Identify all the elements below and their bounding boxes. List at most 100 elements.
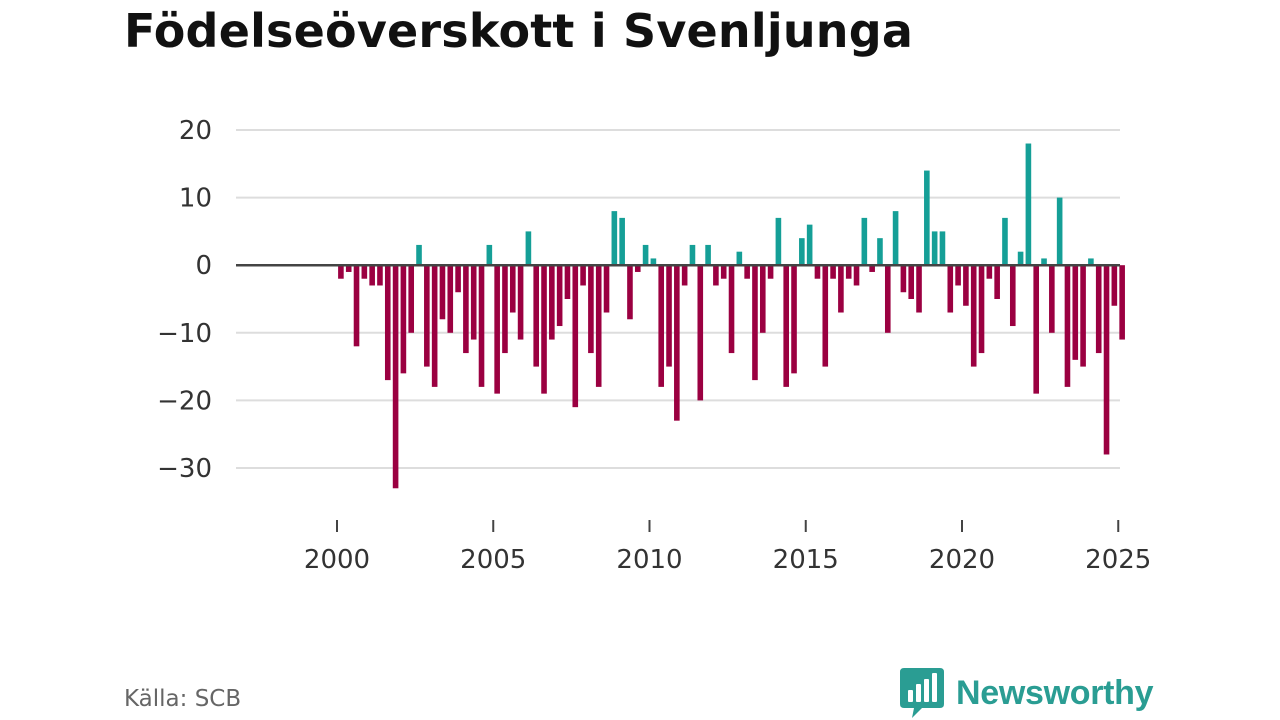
- bar: [1049, 265, 1055, 333]
- bar: [470, 265, 477, 340]
- bar: [595, 265, 602, 387]
- bar: [377, 265, 383, 286]
- bar: [845, 265, 852, 279]
- bar: [564, 265, 571, 299]
- bar: [642, 244, 649, 266]
- bar: [353, 265, 360, 347]
- bar: [1041, 258, 1047, 266]
- bar: [955, 265, 961, 286]
- bars: [338, 143, 1125, 489]
- bar: [830, 265, 836, 279]
- bar: [791, 265, 797, 374]
- bar: [1119, 265, 1125, 340]
- bar: [900, 265, 907, 293]
- bar: [572, 265, 579, 408]
- bar: [1025, 143, 1032, 266]
- bar: [963, 265, 969, 306]
- bar: [978, 265, 985, 354]
- bar: [689, 244, 696, 266]
- chart-title: Födelseöverskott i Svenljunga: [124, 4, 914, 58]
- bar: [502, 265, 508, 354]
- y-tick-label: −30: [157, 454, 212, 484]
- bar: [697, 265, 704, 401]
- bar: [424, 265, 430, 367]
- bar: [431, 265, 438, 387]
- x-tick-label: 2020: [929, 545, 995, 575]
- brand-name: Newsworthy: [956, 673, 1154, 712]
- bar: [517, 265, 524, 340]
- bar: [783, 265, 790, 387]
- bar: [541, 265, 547, 394]
- bar: [814, 265, 821, 279]
- x-tick-label: 2010: [616, 545, 682, 575]
- bar: [806, 224, 813, 266]
- bar: [580, 265, 586, 286]
- bar: [627, 265, 633, 320]
- bar: [666, 265, 672, 367]
- bar: [799, 238, 805, 266]
- bar: [736, 251, 743, 266]
- bar: [892, 211, 899, 266]
- bar: [1064, 265, 1071, 387]
- bar: [634, 265, 641, 272]
- bar: [439, 265, 446, 320]
- bar: [611, 211, 618, 266]
- bar: [924, 170, 930, 266]
- bar: [1056, 197, 1063, 266]
- bar: [877, 238, 883, 266]
- bar: [1009, 265, 1016, 327]
- bar: [525, 231, 532, 266]
- bar: [744, 265, 750, 279]
- bar: [345, 265, 352, 272]
- bar: [994, 265, 1000, 299]
- bar: [509, 265, 516, 313]
- bar: [338, 265, 344, 279]
- bar: [619, 217, 625, 266]
- bar: [1072, 265, 1079, 360]
- bar: [549, 265, 555, 340]
- bar: [939, 231, 946, 266]
- bar: [658, 265, 665, 387]
- bar: [838, 265, 844, 313]
- x-tick-label: 2005: [460, 545, 526, 575]
- bar: [447, 265, 454, 333]
- bar: [861, 217, 868, 266]
- bar: [970, 265, 977, 367]
- x-tick-label: 2025: [1085, 545, 1151, 575]
- bar: [869, 265, 875, 272]
- bar: [369, 265, 375, 286]
- bar: [416, 244, 422, 266]
- bar: [478, 265, 485, 387]
- newsworthy-logo-icon: [900, 668, 944, 718]
- bar: [705, 244, 711, 266]
- bar: [767, 265, 774, 279]
- bar: [728, 265, 735, 354]
- bar: [494, 265, 500, 394]
- bar: [455, 265, 461, 293]
- x-tick-label: 2000: [304, 545, 370, 575]
- y-tick-label: −20: [157, 386, 212, 416]
- bar: [361, 265, 368, 279]
- bar: [1111, 265, 1118, 306]
- bar: [1080, 265, 1086, 367]
- bar: [400, 265, 407, 374]
- bar: [1002, 217, 1008, 266]
- bar: [720, 265, 727, 279]
- bar: [463, 265, 469, 354]
- bar: [759, 265, 766, 333]
- y-tick-label: 10: [179, 184, 212, 214]
- bar: [822, 265, 829, 367]
- y-tick-label: −10: [157, 319, 212, 349]
- bar: [392, 265, 399, 489]
- bar: [556, 265, 563, 327]
- bar: [1088, 258, 1094, 266]
- bar: [1033, 265, 1040, 394]
- bar: [908, 265, 915, 299]
- bar: [713, 265, 719, 286]
- bar: [884, 265, 891, 333]
- bar: [986, 265, 993, 279]
- bar: [408, 265, 415, 333]
- brand-logo[interactable]: Newsworthy: [900, 668, 1154, 718]
- bar: [1095, 265, 1102, 354]
